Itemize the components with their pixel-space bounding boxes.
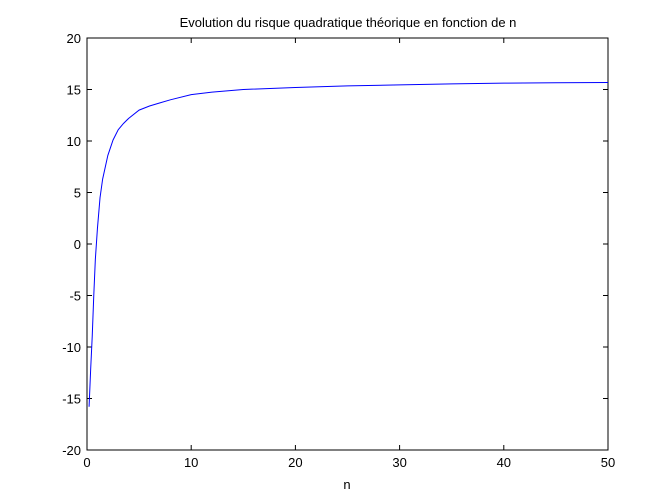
y-tick-label: -5	[69, 289, 81, 304]
y-tick-label: 10	[67, 134, 81, 149]
x-tick-label: 30	[392, 455, 406, 470]
y-tick-label: 20	[67, 31, 81, 46]
x-tick-label: 20	[288, 455, 302, 470]
y-tick-label: -15	[62, 392, 81, 407]
y-axis-ticks: -20 -15 -10 -5 0 5 10 15 20	[62, 31, 608, 458]
x-tick-label: 0	[83, 455, 90, 470]
plot-area	[86, 37, 609, 451]
x-axis-label: n	[343, 477, 350, 492]
y-tick-label: 5	[74, 186, 81, 201]
y-tick-label: -10	[62, 340, 81, 355]
x-tick-label: 40	[497, 455, 511, 470]
series-layer	[88, 82, 609, 407]
x-tick-label: 50	[601, 455, 615, 470]
x-axis-ticks: 0 10 20 30 40 50	[83, 38, 615, 470]
y-tick-label: -20	[62, 443, 81, 458]
x-tick-label: 10	[184, 455, 198, 470]
chart-title: Evolution du risque quadratique théoriqu…	[180, 15, 517, 30]
y-tick-label: 15	[67, 83, 81, 98]
y-tick-label: 0	[74, 237, 81, 252]
series-line	[88, 82, 609, 407]
